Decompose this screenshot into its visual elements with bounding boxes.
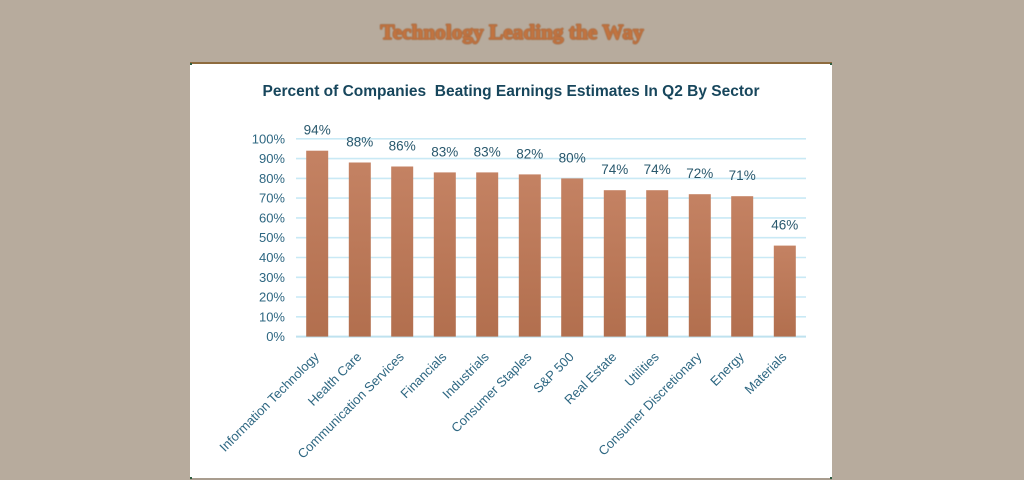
- svg-text:40%: 40%: [259, 250, 285, 265]
- svg-text:83%: 83%: [474, 144, 501, 159]
- svg-text:Materials: Materials: [742, 348, 790, 396]
- svg-text:20%: 20%: [259, 289, 285, 304]
- svg-text:82%: 82%: [516, 146, 543, 161]
- svg-text:80%: 80%: [259, 170, 285, 185]
- svg-text:0%: 0%: [266, 329, 285, 344]
- svg-text:100%: 100%: [252, 131, 286, 146]
- svg-text:70%: 70%: [259, 190, 285, 205]
- svg-text:Utilities: Utilities: [622, 348, 663, 389]
- svg-text:94%: 94%: [304, 122, 331, 137]
- svg-text:30%: 30%: [259, 269, 285, 284]
- svg-text:Consumer Staples: Consumer Staples: [448, 348, 535, 435]
- svg-text:50%: 50%: [259, 230, 285, 245]
- svg-text:60%: 60%: [259, 210, 285, 225]
- svg-text:72%: 72%: [686, 166, 713, 181]
- svg-text:88%: 88%: [346, 134, 373, 149]
- svg-text:46%: 46%: [771, 217, 798, 232]
- svg-text:86%: 86%: [389, 138, 416, 153]
- svg-text:74%: 74%: [644, 162, 671, 177]
- svg-text:83%: 83%: [431, 144, 458, 159]
- svg-text:90%: 90%: [259, 151, 285, 166]
- svg-text:74%: 74%: [601, 162, 628, 177]
- svg-text:10%: 10%: [259, 309, 285, 324]
- svg-text:80%: 80%: [559, 150, 586, 165]
- svg-text:71%: 71%: [729, 168, 756, 183]
- svg-text:Energy: Energy: [707, 348, 747, 388]
